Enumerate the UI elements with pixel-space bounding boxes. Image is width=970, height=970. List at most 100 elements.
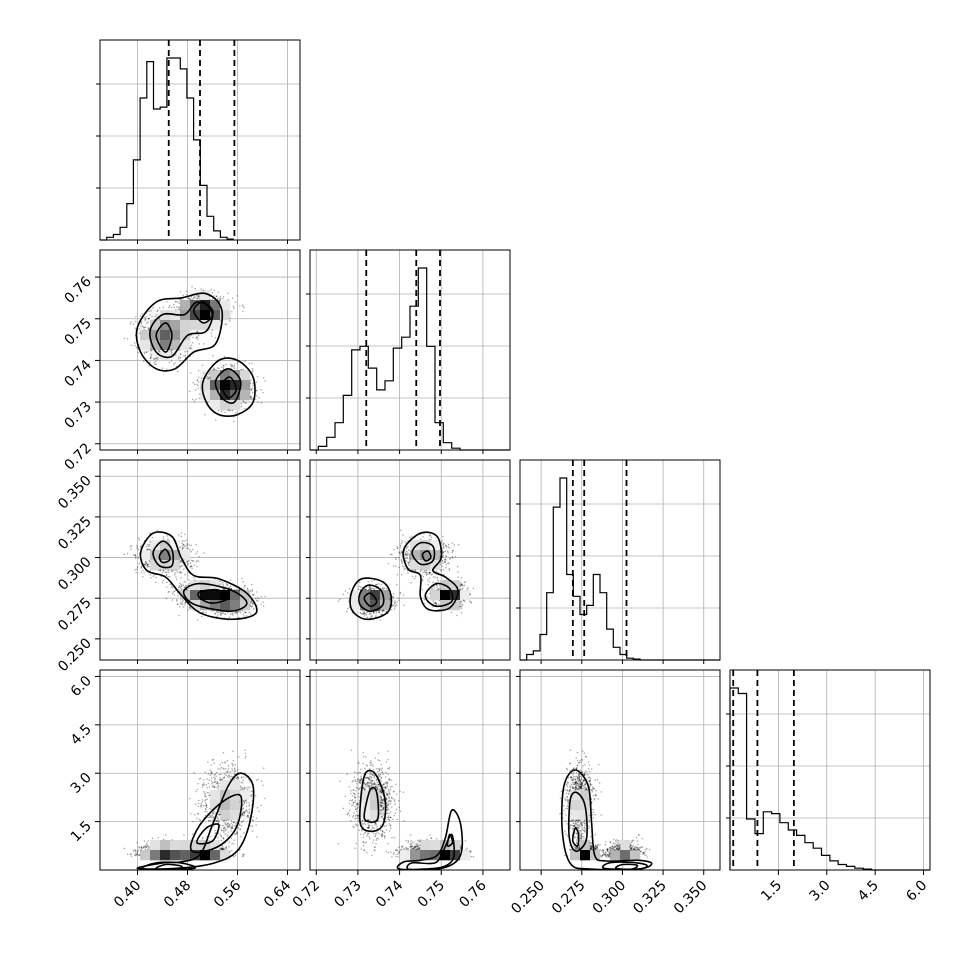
sample-point [381,809,384,812]
sample-point [363,611,366,614]
sample-point [617,845,619,847]
sample-point [369,781,372,784]
sample-point [456,565,459,568]
sample-point [585,789,588,791]
sample-point [379,773,382,776]
sample-point [381,802,383,804]
sample-point [583,773,585,776]
sample-point [231,297,234,300]
sample-point [459,588,461,591]
sample-point [581,782,584,784]
contour-line [155,863,184,870]
sample-point [216,781,219,783]
sample-point [368,788,370,790]
sample-point [580,782,583,785]
sample-point [387,758,389,761]
y-tick-label: 0.350 [55,473,95,513]
sample-point [580,833,582,835]
sample-point [157,836,160,839]
sample-point [210,816,213,818]
sample-point [391,806,393,808]
sample-point [470,602,473,604]
sample-point [233,821,235,824]
sample-point [211,610,213,612]
sample-point [406,552,409,555]
sample-point [420,569,422,572]
sample-point [380,811,382,813]
sample-point [134,327,136,330]
sample-point [150,577,152,579]
sample-point [245,776,247,779]
sample-point [227,298,229,301]
sample-point [190,344,192,347]
sample-point [401,551,403,553]
sample-point [574,778,577,781]
sample-point [219,297,221,300]
sample-point [245,402,247,404]
sample-point [410,843,412,845]
sample-point [221,581,224,584]
sample-point [240,609,242,612]
sample-point [409,846,411,848]
sample-point [389,598,391,600]
sample-point [219,813,221,815]
sample-point [344,590,347,592]
sample-point [566,799,568,801]
sample-point [220,829,223,831]
sample-point [576,765,579,767]
sample-point [609,841,612,844]
sample-point [368,824,370,827]
sample-point [251,362,253,365]
sample-point [368,778,370,780]
sample-point [140,325,142,327]
sample-point [364,831,366,834]
sample-point [144,564,147,566]
density-cell [370,790,381,801]
sample-point [229,409,231,411]
sample-point [595,789,597,792]
sample-point [589,777,591,779]
sample-point [417,847,420,850]
density-cell [420,840,431,851]
sample-point [583,837,585,840]
sample-point [363,588,366,591]
sample-point [222,837,225,840]
sample-point [178,302,180,304]
sample-point [460,844,462,846]
sample-point [142,847,144,850]
sample-point [357,792,360,795]
sample-point [567,799,570,801]
sample-point [188,583,191,585]
sample-point [215,820,218,823]
sample-point [432,581,434,584]
sample-point [144,318,147,321]
sample-point [196,812,199,815]
sample-point [262,784,264,786]
sample-point [595,794,597,797]
sample-point [409,554,411,557]
sample-point [352,815,355,817]
sample-point [188,297,190,300]
sample-point [166,301,168,303]
sample-point [356,807,358,810]
sample-point [140,567,142,569]
sample-point [183,355,185,357]
sample-point [443,561,446,563]
density-cell [210,810,221,821]
sample-point [207,761,209,763]
sample-point [239,305,241,307]
sample-point [399,592,401,595]
sample-point [357,814,359,817]
sample-point [179,606,181,608]
sample-point [606,848,609,850]
sample-point [366,616,369,618]
sample-point [146,564,149,566]
sample-point [346,773,348,776]
sample-point [203,552,205,554]
sample-point [368,787,371,789]
sample-point [182,606,185,608]
sample-point [147,847,150,849]
sample-point [431,587,433,589]
sample-point [367,781,370,784]
sample-point [395,604,398,606]
